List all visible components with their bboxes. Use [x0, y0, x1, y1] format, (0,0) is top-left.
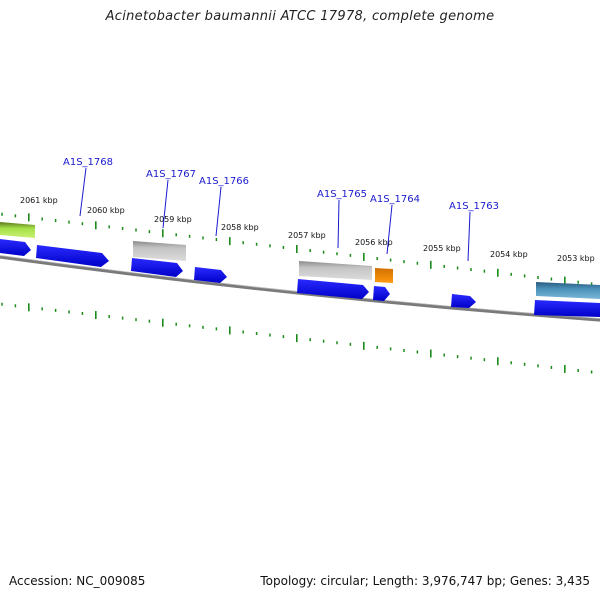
kbp-label: 2061 kbp: [20, 196, 58, 205]
gene-leader-line: [467, 211, 471, 262]
cds-arrow[interactable]: [534, 300, 600, 317]
pseudogene-feature[interactable]: [299, 261, 372, 280]
kbp-label: 2055 kbp: [423, 244, 461, 253]
gene-label-group[interactable]: A1S_1764: [370, 194, 420, 255]
pseudogene-feature[interactable]: [133, 241, 186, 261]
accession-text: Accession: NC_009085: [9, 574, 146, 588]
gene-label[interactable]: A1S_1764: [370, 194, 420, 205]
cds-arrow[interactable]: [36, 245, 109, 267]
gene-label-group[interactable]: A1S_1765: [317, 189, 367, 249]
kbp-tick-ring-outer: [1, 212, 593, 286]
cds-arrow[interactable]: [373, 286, 390, 301]
cds-arrow[interactable]: [131, 258, 183, 277]
gene-leader-line: [162, 179, 169, 229]
rrna-feature[interactable]: [0, 222, 35, 238]
gene-label[interactable]: A1S_1765: [317, 189, 367, 200]
kbp-label: 2057 kbp: [288, 231, 326, 240]
kbp-label: 2054 kbp: [490, 250, 528, 259]
gene-leader-line: [386, 204, 393, 255]
genome-summary-text: Topology: circular; Length: 3,976,747 bp…: [260, 574, 590, 588]
gene-leader-line: [215, 186, 222, 237]
kbp-tick-ring-inner: [1, 302, 593, 374]
gene-label[interactable]: A1S_1766: [199, 176, 249, 187]
gene-leader-line: [337, 199, 340, 249]
gene-leader-line: [79, 167, 87, 217]
gene-label-group[interactable]: A1S_1767: [146, 169, 196, 229]
cds-arrow[interactable]: [0, 239, 31, 256]
cds-arrow[interactable]: [194, 267, 227, 283]
kbp-label: 2059 kbp: [154, 215, 192, 224]
gene-label[interactable]: A1S_1763: [449, 201, 499, 212]
gene-label-group[interactable]: A1S_1766: [199, 176, 249, 237]
kbp-label: 2060 kbp: [87, 206, 125, 215]
kbp-label: 2053 kbp: [557, 254, 595, 263]
kbp-label: 2056 kbp: [355, 238, 393, 247]
gene-label-group[interactable]: A1S_1768: [63, 157, 113, 217]
kbp-label: 2058 kbp: [221, 223, 259, 232]
cds-arrow[interactable]: [451, 294, 476, 308]
genome-title: Acinetobacter baumannii ATCC 17978, comp…: [105, 9, 495, 24]
gene-label[interactable]: A1S_1767: [146, 169, 196, 180]
gene-label-group[interactable]: A1S_1763: [449, 201, 499, 262]
rna-feature[interactable]: [375, 268, 393, 283]
gene-label[interactable]: A1S_1768: [63, 157, 113, 168]
trna-feature[interactable]: [536, 282, 600, 299]
cds-arrow[interactable]: [297, 279, 369, 299]
